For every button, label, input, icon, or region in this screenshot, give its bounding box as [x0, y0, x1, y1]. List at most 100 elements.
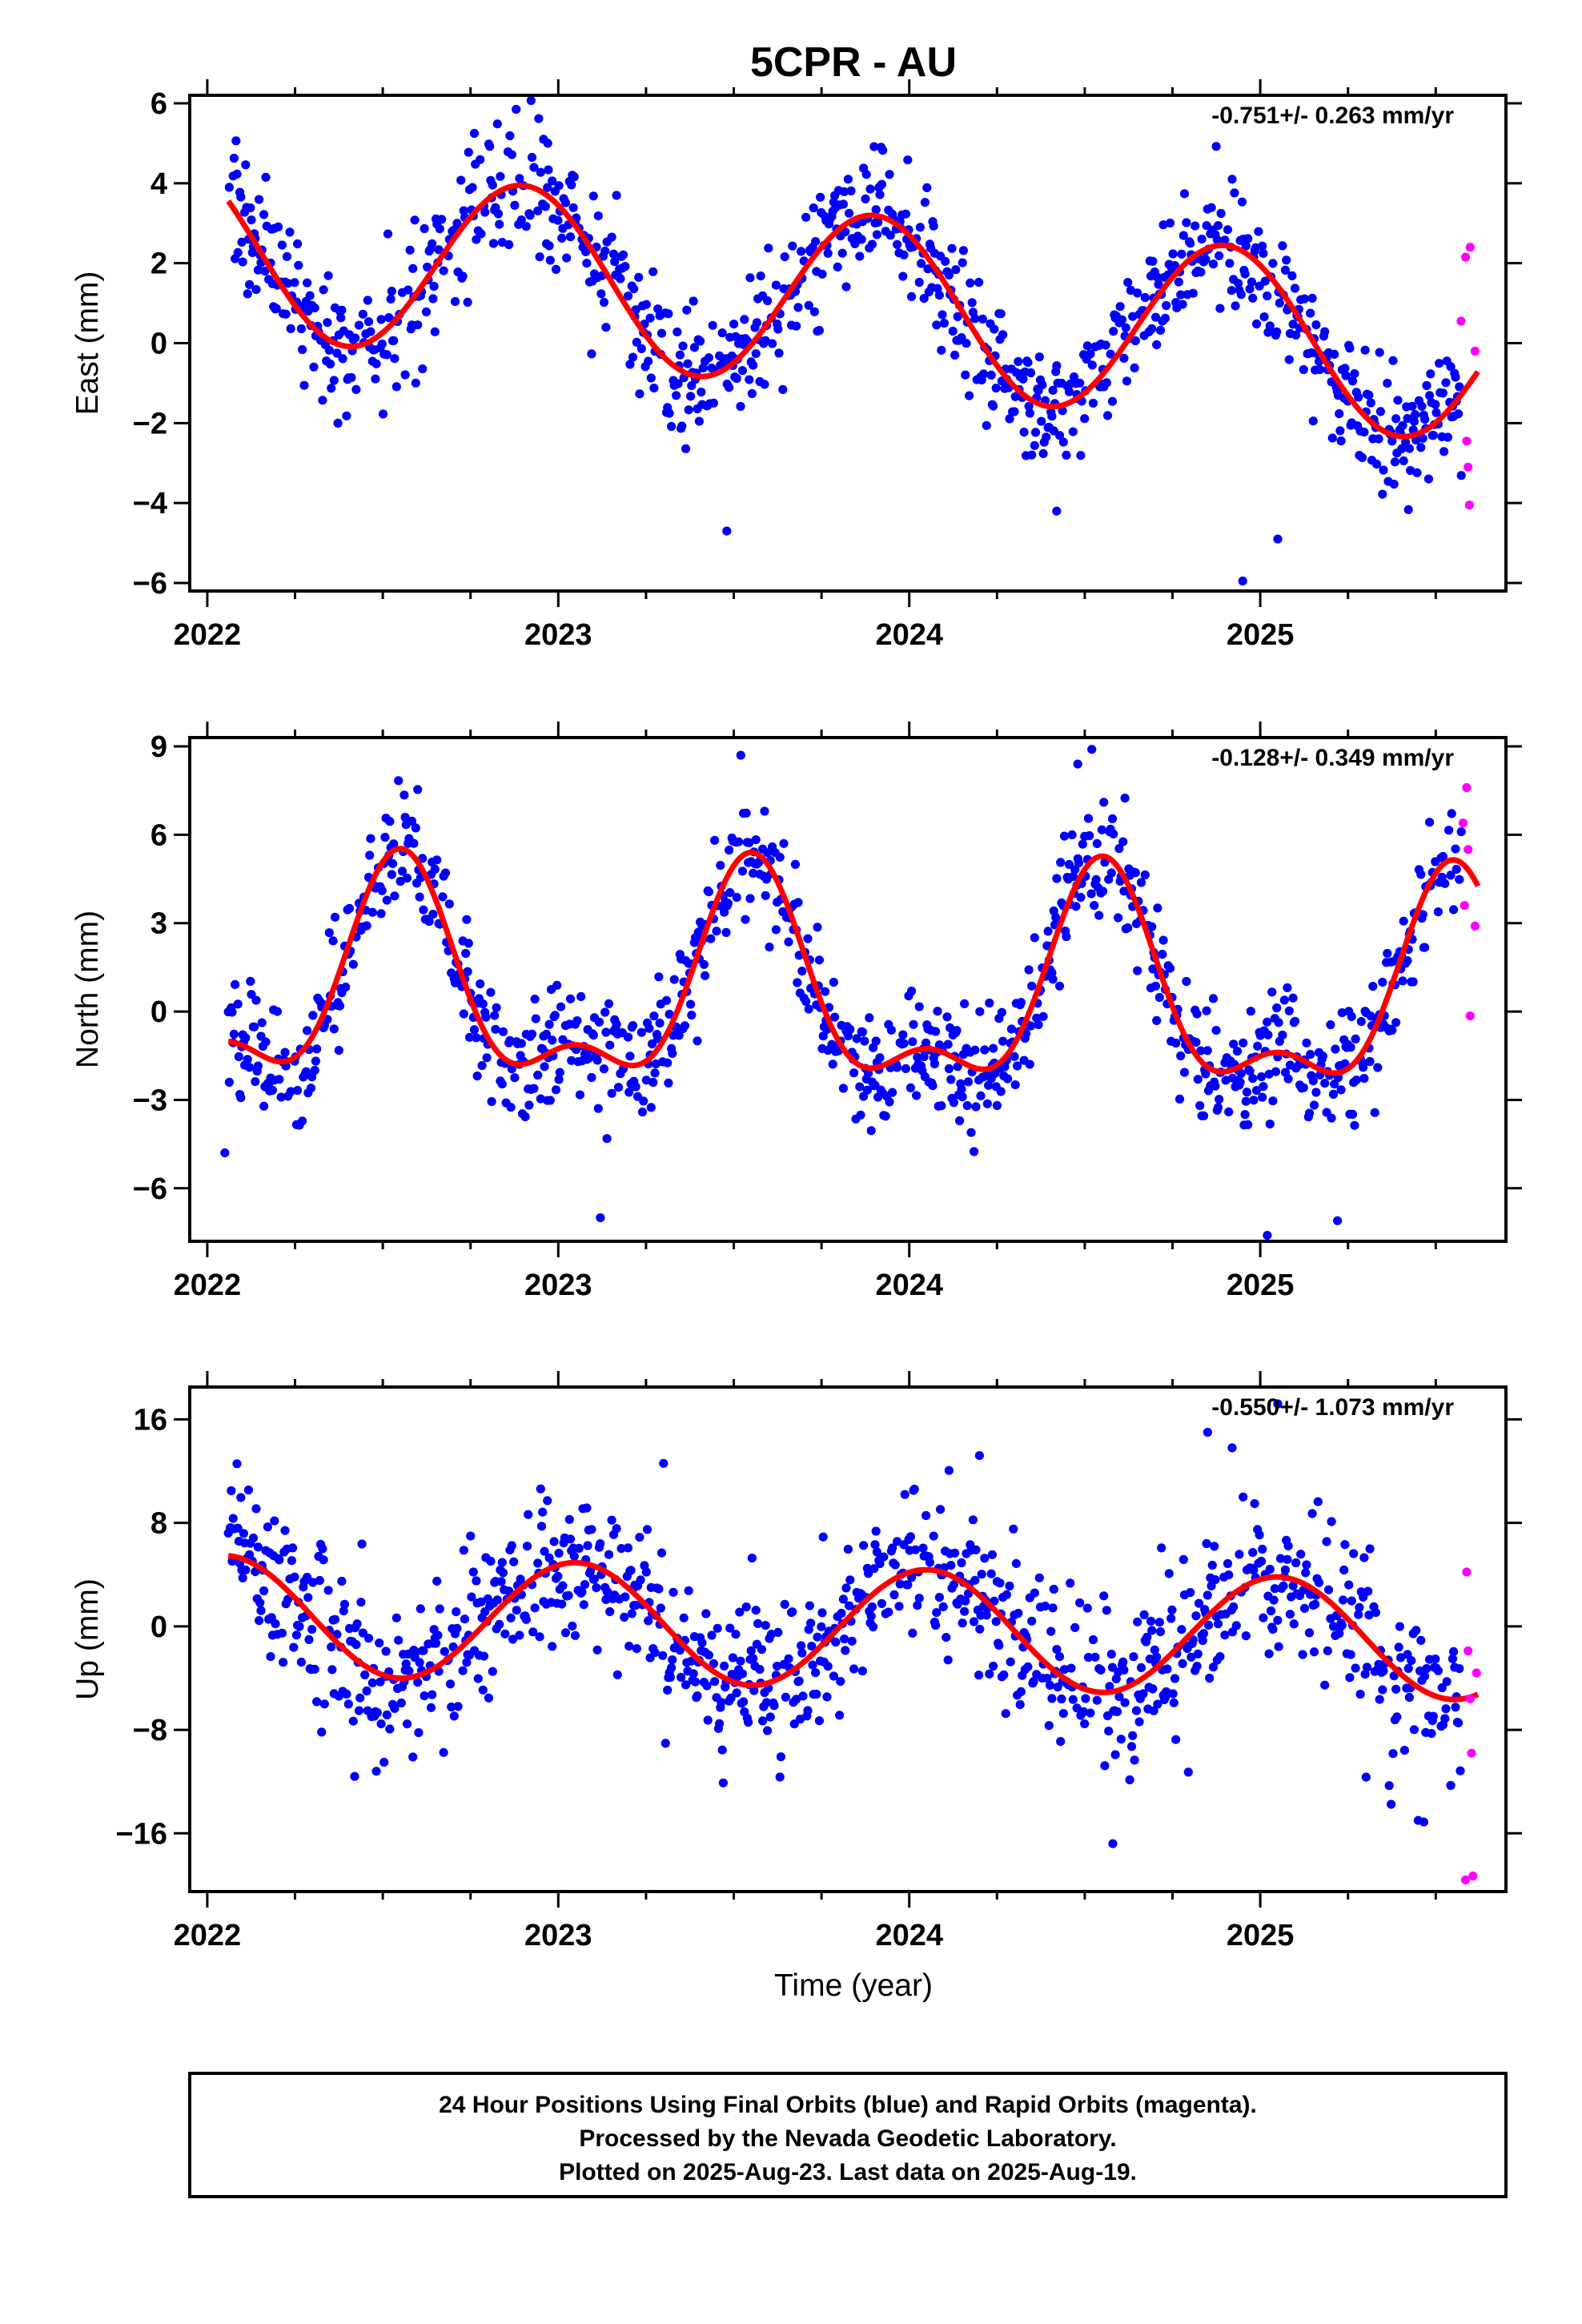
final-orbit-point	[1027, 1616, 1037, 1626]
final-orbit-point	[918, 1543, 928, 1553]
final-orbit-point	[1176, 1051, 1186, 1061]
final-orbit-point	[648, 267, 658, 276]
final-orbit-point	[1052, 361, 1062, 371]
final-orbit-point	[1364, 1610, 1374, 1620]
final-orbit-point	[1290, 283, 1300, 293]
final-orbit-point	[377, 886, 387, 895]
final-orbit-point	[701, 1609, 711, 1618]
final-orbit-point	[1278, 241, 1287, 251]
final-orbit-point	[418, 854, 428, 863]
final-orbit-point	[693, 1691, 702, 1701]
final-orbit-point	[780, 252, 789, 262]
final-orbit-point	[515, 174, 524, 183]
rapid-orbit-point	[1468, 1872, 1478, 1881]
final-orbit-point	[362, 1686, 371, 1696]
y-tick-label-up: −8	[133, 1714, 167, 1747]
final-orbit-point	[568, 1621, 577, 1631]
final-orbit-point	[391, 1613, 401, 1622]
final-orbit-point	[407, 816, 417, 826]
final-orbit-point	[979, 369, 989, 379]
final-orbit-point	[1123, 923, 1133, 933]
final-orbit-point	[628, 1021, 638, 1031]
final-orbit-point	[1359, 1063, 1368, 1072]
final-orbit-point	[224, 183, 234, 192]
final-orbit-point	[1314, 1578, 1324, 1587]
final-orbit-point	[589, 1574, 600, 1584]
final-orbit-point	[1152, 1652, 1162, 1662]
final-orbit-point	[338, 354, 347, 364]
final-orbit-point	[1030, 933, 1039, 943]
final-orbit-point	[1335, 408, 1344, 419]
final-orbit-point	[672, 391, 681, 400]
final-orbit-point	[379, 1758, 389, 1767]
final-orbit-point	[275, 1555, 284, 1565]
final-orbit-point	[1215, 304, 1225, 313]
final-orbit-point	[636, 1027, 646, 1037]
final-orbit-point	[396, 876, 405, 887]
final-orbit-point	[1096, 1665, 1106, 1675]
final-orbit-point	[569, 172, 579, 182]
final-orbit-point	[1099, 798, 1109, 807]
final-orbit-point	[752, 318, 762, 328]
final-orbit-point	[527, 1029, 537, 1039]
final-orbit-point	[520, 1112, 530, 1122]
final-orbit-point	[411, 1647, 420, 1657]
final-orbit-point	[1422, 380, 1431, 391]
final-orbit-point	[605, 1040, 615, 1050]
final-orbit-point	[245, 279, 255, 289]
final-orbit-point	[1047, 1694, 1057, 1703]
final-orbit-point	[1346, 1650, 1355, 1659]
final-orbit-point	[510, 1073, 520, 1083]
final-orbit-point	[855, 1082, 865, 1092]
final-orbit-point	[1318, 1051, 1327, 1061]
final-orbit-point	[1242, 1088, 1252, 1097]
final-orbit-point	[232, 169, 242, 179]
final-orbit-point	[717, 328, 727, 338]
final-orbit-point	[1119, 1665, 1129, 1675]
final-orbit-point	[769, 1701, 779, 1711]
final-orbit-point	[1208, 259, 1219, 269]
final-orbit-point	[991, 1617, 1001, 1626]
final-orbit-point	[1438, 388, 1447, 398]
final-orbit-point	[1232, 1047, 1243, 1056]
final-orbit-point	[987, 1550, 997, 1559]
final-orbit-point	[1016, 998, 1026, 1007]
rapid-orbit-point	[1461, 1875, 1471, 1885]
final-orbit-point	[1330, 1080, 1339, 1089]
final-orbit-point	[1263, 291, 1272, 301]
final-orbit-point	[307, 1625, 317, 1634]
final-orbit-point	[1165, 963, 1175, 973]
x-tick-label-up: 2025	[1227, 1919, 1295, 1952]
final-orbit-point	[861, 170, 871, 179]
final-orbit-point	[319, 1699, 329, 1709]
final-orbit-point	[233, 247, 243, 257]
final-orbit-point	[1191, 221, 1200, 231]
final-orbit-point	[620, 262, 630, 271]
final-orbit-point	[328, 936, 338, 946]
model-fit-curve-up	[227, 1553, 1480, 1703]
final-orbit-point	[1116, 1735, 1126, 1744]
final-orbit-point	[765, 943, 774, 952]
final-orbit-point	[1056, 1737, 1066, 1747]
final-orbit-point	[1213, 221, 1223, 231]
final-orbit-point	[942, 1633, 951, 1642]
final-orbit-point	[1258, 241, 1267, 251]
final-orbit-point	[669, 1587, 678, 1597]
final-orbit-point	[476, 229, 486, 239]
final-orbit-point	[1384, 1781, 1394, 1791]
final-orbit-point	[1246, 1007, 1255, 1016]
final-orbit-point	[1140, 870, 1150, 880]
final-orbit-point	[544, 1553, 554, 1562]
final-orbit-point	[1403, 956, 1412, 966]
final-orbit-point	[479, 1651, 489, 1661]
final-orbit-point	[761, 891, 770, 900]
final-orbit-point	[845, 1575, 855, 1585]
final-orbit-point	[1220, 1630, 1230, 1640]
final-orbit-point	[1023, 357, 1033, 368]
velocity-annotation-north: -0.128+/- 0.349 mm/yr	[1211, 745, 1454, 771]
final-orbit-point	[582, 1503, 592, 1513]
final-orbit-point	[567, 1055, 576, 1065]
final-orbit-point	[458, 1666, 468, 1675]
final-orbit-point	[755, 1665, 765, 1675]
final-orbit-point	[943, 1655, 953, 1665]
